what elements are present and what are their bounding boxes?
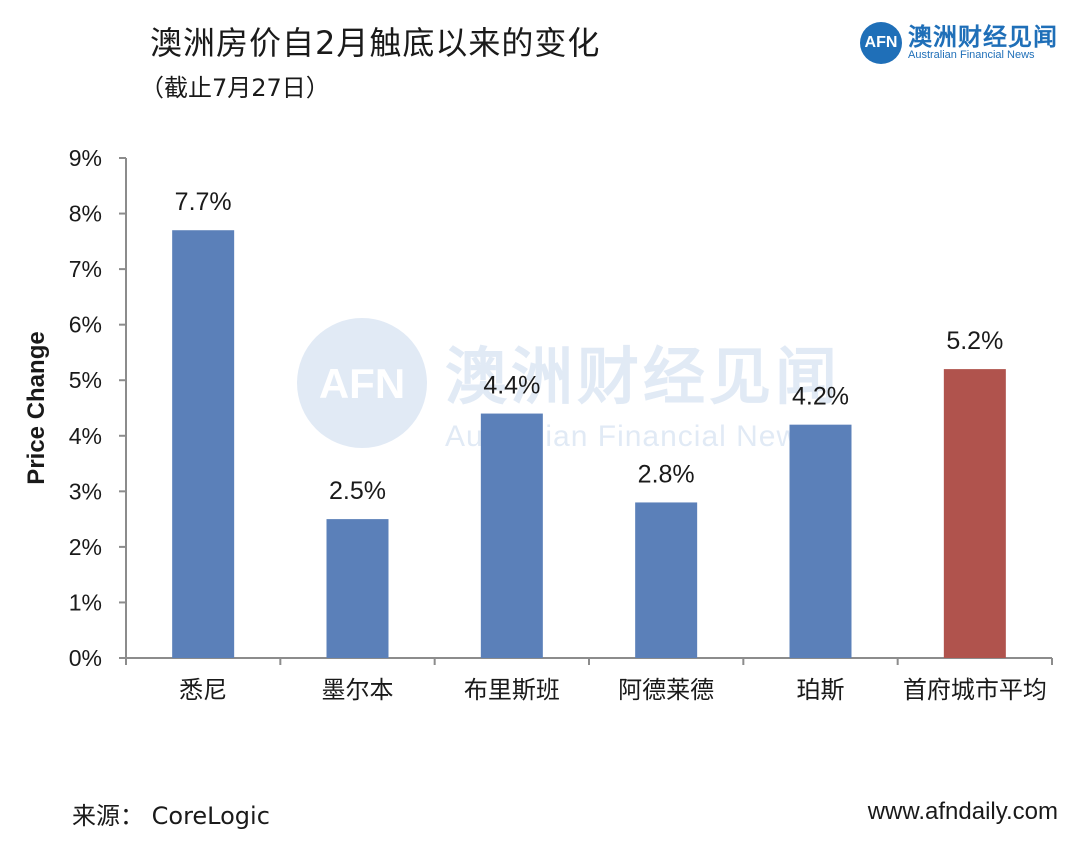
brand-logo-block: AFN 澳洲财经见闻 Australian Financial News	[860, 22, 1058, 64]
bar	[480, 413, 543, 658]
source-note: 来源： CoreLogic	[72, 802, 270, 830]
bars: 7.7% 悉尼 2.5% 墨尔本 4.4% 布里斯班 2.8% 阿德莱德 4.2% 珀斯 5.2% 首…	[172, 188, 1047, 704]
brand-name-en: Australian Financial News	[908, 48, 1035, 61]
y-tick-label: 8%	[69, 201, 102, 227]
y-tick-label: 6%	[69, 312, 102, 338]
bar	[635, 502, 698, 658]
watermark: AFN 澳洲财经见闻 Australian Financial News	[297, 318, 841, 453]
axes: 0% 1% 2% 3% 4% 5% 6% 7% 8% 9%	[69, 145, 1053, 671]
y-tick-label: 5%	[69, 367, 102, 393]
bar	[326, 519, 389, 658]
x-category-label: 珀斯	[797, 676, 845, 704]
x-category-label: 布里斯班	[464, 676, 560, 704]
bar-value-label: 4.4%	[483, 372, 540, 400]
watermark-logo-text: AFN	[319, 360, 405, 407]
chart-title: 澳洲房价自2月触底以来的变化	[150, 24, 601, 62]
bar	[943, 369, 1006, 658]
watermark-logo-icon	[297, 318, 427, 448]
brand-name-cn: 澳洲财经见闻	[908, 22, 1058, 51]
y-tick-label: 1%	[69, 589, 102, 615]
website-link[interactable]: www.afndaily.com	[867, 798, 1058, 825]
bar	[789, 424, 852, 658]
x-category-label: 墨尔本	[322, 676, 394, 704]
x-category-label: 阿德莱德	[618, 676, 714, 704]
bar-value-label: 5.2%	[946, 327, 1003, 355]
y-tick-label: 9%	[69, 145, 102, 171]
y-tick-label: 3%	[69, 478, 102, 504]
y-tick-label: 7%	[69, 256, 102, 282]
x-category-label: 首府城市平均	[903, 676, 1047, 704]
y-tick-label: 0%	[69, 645, 102, 671]
bar-value-label: 4.2%	[792, 383, 849, 411]
y-tick-label: 4%	[69, 423, 102, 449]
bar-value-label: 2.8%	[638, 460, 695, 488]
afn-logo-icon: AFN	[860, 22, 902, 64]
y-axis-label: Price Change	[23, 331, 50, 484]
bar-value-label: 2.5%	[329, 477, 386, 505]
watermark-name-cn: 澳洲财经见闻	[445, 340, 841, 413]
x-category-label: 悉尼	[179, 676, 227, 704]
bar-value-label: 7.7%	[175, 188, 232, 216]
bar	[172, 230, 235, 658]
y-tick-label: 2%	[69, 534, 102, 560]
chart-subtitle: （截止7月27日）	[140, 74, 330, 102]
